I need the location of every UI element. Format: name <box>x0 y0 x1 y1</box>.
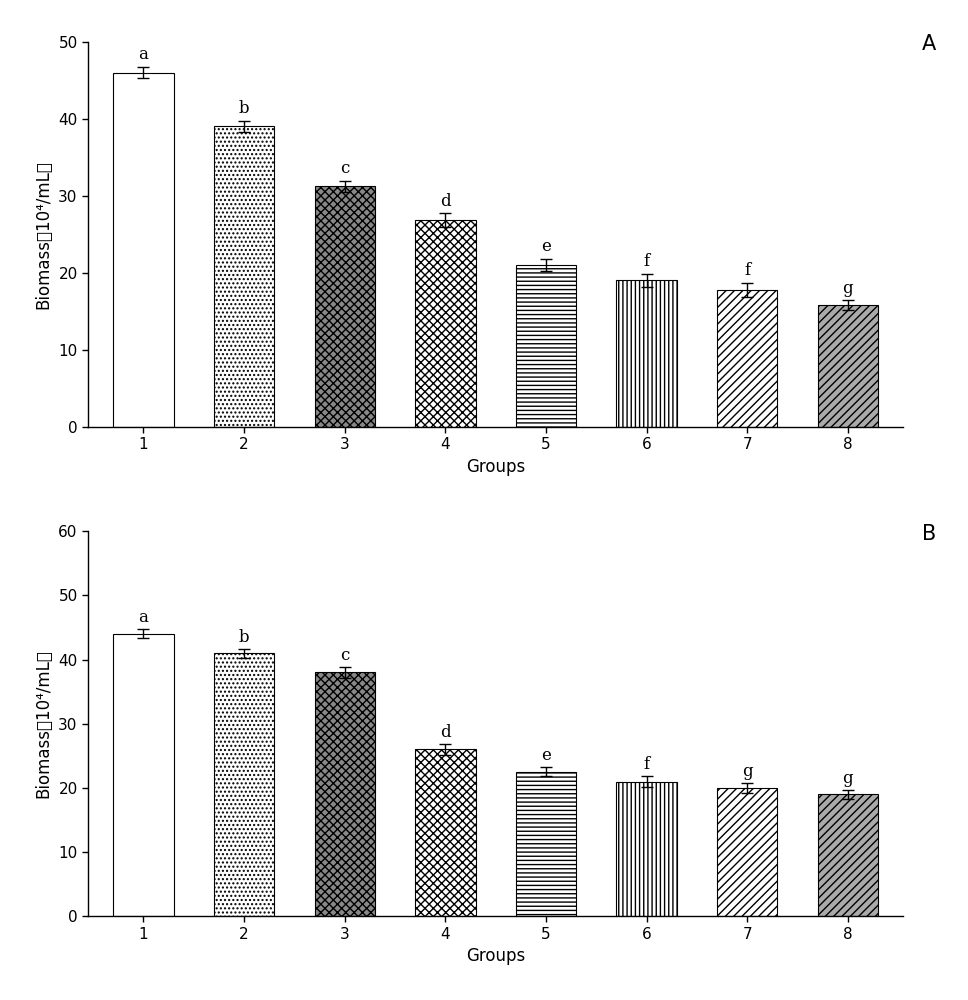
Bar <box>818 305 878 427</box>
Text: f: f <box>644 756 650 773</box>
Bar <box>818 794 878 916</box>
Text: a: a <box>138 609 148 626</box>
Text: c: c <box>340 160 349 177</box>
Bar <box>617 280 677 427</box>
Text: b: b <box>239 629 250 646</box>
Text: c: c <box>340 647 349 664</box>
Text: d: d <box>440 193 451 210</box>
Bar <box>113 634 173 916</box>
Text: f: f <box>744 262 750 279</box>
Bar <box>717 290 777 427</box>
Bar <box>315 186 375 427</box>
Bar <box>415 749 475 916</box>
Y-axis label: Biomass（10⁴/mL）: Biomass（10⁴/mL） <box>35 649 52 798</box>
Text: g: g <box>842 280 853 297</box>
Text: f: f <box>644 253 650 270</box>
Text: a: a <box>138 46 148 63</box>
Y-axis label: Biomass（10⁴/mL）: Biomass（10⁴/mL） <box>35 160 52 309</box>
Bar <box>415 220 475 427</box>
Bar <box>516 265 576 427</box>
Text: b: b <box>239 100 250 117</box>
Bar <box>214 126 274 427</box>
Bar <box>214 653 274 916</box>
Bar <box>315 672 375 916</box>
Text: A: A <box>922 34 936 54</box>
Bar <box>516 772 576 916</box>
Bar <box>717 788 777 916</box>
Text: g: g <box>842 770 853 787</box>
Text: e: e <box>541 238 551 255</box>
Text: g: g <box>741 763 752 780</box>
X-axis label: Groups: Groups <box>466 947 526 965</box>
Text: d: d <box>440 724 451 741</box>
Bar <box>617 782 677 916</box>
Text: e: e <box>541 747 551 764</box>
X-axis label: Groups: Groups <box>466 458 526 476</box>
Bar <box>113 73 173 427</box>
Text: B: B <box>922 524 936 544</box>
